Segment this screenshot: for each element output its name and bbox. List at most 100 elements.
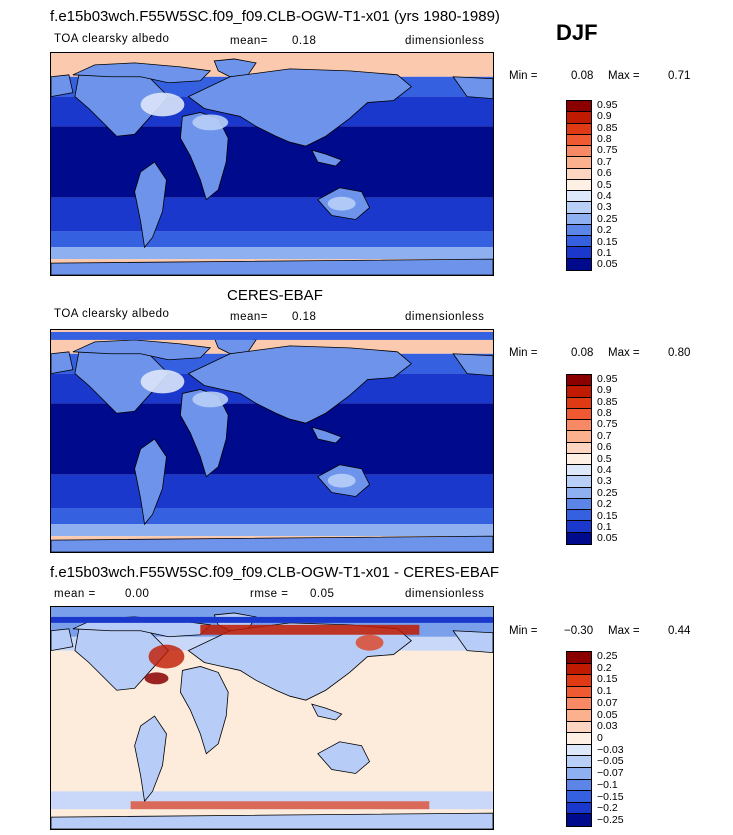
panel3-min-label: Min =: [509, 625, 538, 637]
colorbar-swatch: [567, 420, 591, 432]
panel1-title: f.e15b03wch.F55W5SC.f09_f09.CLB-OGW-T1-x…: [50, 8, 500, 25]
colorbar-level-label: 0.8: [597, 132, 612, 145]
colorbar-swatch: [567, 709, 591, 722]
colorbar-level-label: 0.85: [597, 395, 618, 408]
colorbar-level-label: 0.95: [597, 372, 618, 385]
colorbar-swatch: [567, 733, 591, 745]
colorbar-swatch: [567, 453, 591, 466]
colorbar-swatch: [567, 476, 591, 488]
panel2-min-value: 0.08: [571, 347, 594, 359]
colorbar-level-label: −0.03: [597, 743, 624, 756]
colorbar-swatch: [567, 791, 591, 803]
colorbar-swatch: [567, 157, 591, 169]
colorbar-level-label: −0.25: [597, 814, 624, 827]
colorbar-level-label: 0.25: [597, 649, 618, 662]
colorbar-level-label: 0: [597, 732, 603, 744]
colorbar-swatch: [567, 442, 591, 454]
colorbar-swatch: [567, 663, 591, 676]
colorbar-level-label: 0.05: [597, 532, 618, 545]
colorbar-level-label: 0.05: [597, 708, 618, 721]
colorbar-swatch: [567, 168, 591, 180]
colorbar-swatch: [567, 375, 591, 387]
panel1-map: [50, 52, 494, 276]
panel3-colorbar: [566, 651, 592, 827]
colorbar-level-label: 0.3: [597, 201, 612, 214]
colorbar-swatch: [567, 698, 591, 710]
panel1-min-value: 0.08: [571, 70, 594, 82]
panel3-map-image: [51, 607, 493, 829]
panel2-title: CERES-EBAF: [227, 287, 323, 304]
colorbar-level-label: 0.15: [597, 673, 618, 686]
panel3-stat-value: 0.00: [125, 588, 150, 600]
panel1-stat-value: 0.18: [292, 35, 317, 47]
colorbar-level-label: 0.4: [597, 463, 612, 476]
panel3-map: [50, 606, 494, 830]
colorbar-level-label: 0.2: [597, 661, 612, 674]
colorbar-level-label: 0.1: [597, 246, 612, 259]
colorbar-swatch: [567, 521, 591, 533]
colorbar-level-label: 0.15: [597, 235, 618, 248]
colorbar-level-label: 0.95: [597, 98, 618, 111]
panel1-max-label: Max =: [608, 70, 640, 82]
panel3-units: dimensionless: [405, 588, 485, 600]
colorbar-level-label: 0.75: [597, 144, 618, 157]
colorbar-level-label: 0.25: [597, 212, 618, 225]
panel2-max-label: Max =: [608, 347, 640, 359]
colorbar-swatch: [567, 202, 591, 214]
colorbar-level-label: 0.1: [597, 520, 612, 533]
panel1-min-label: Min =: [509, 70, 538, 82]
colorbar-swatch: [567, 675, 591, 687]
colorbar-swatch: [567, 101, 591, 113]
colorbar-swatch: [567, 779, 591, 792]
colorbar-swatch: [567, 236, 591, 248]
colorbar-swatch: [567, 652, 591, 664]
colorbar-swatch: [567, 386, 591, 398]
colorbar-swatch: [567, 258, 591, 270]
colorbar-level-label: 0.07: [597, 696, 618, 709]
colorbar-level-label: −0.05: [597, 755, 624, 768]
colorbar-level-label: −0.2: [597, 802, 618, 815]
panel2-min-label: Min =: [509, 347, 538, 359]
colorbar-level-label: 0.7: [597, 155, 612, 168]
colorbar-swatch: [567, 213, 591, 225]
colorbar-level-label: 0.9: [597, 110, 612, 123]
colorbar-level-label: 0.05: [597, 258, 618, 271]
colorbar-level-label: 0.7: [597, 429, 612, 442]
colorbar-swatch: [567, 767, 591, 780]
panel2-stat-value: 0.18: [292, 311, 317, 323]
panel2-max-value: 0.80: [668, 347, 691, 359]
colorbar-level-label: 0.03: [597, 720, 618, 733]
panel3-max-label: Max =: [608, 625, 640, 637]
colorbar-swatch: [567, 756, 591, 768]
panel1-map-image: [51, 53, 493, 275]
panel2-field: TOA clearsky albedo: [54, 308, 170, 320]
colorbar-swatch: [567, 408, 591, 421]
colorbar-swatch: [567, 814, 591, 826]
panel2-colorbar: [566, 374, 592, 545]
colorbar-level-label: 0.25: [597, 486, 618, 499]
colorbar-swatch: [567, 744, 591, 757]
colorbar-swatch: [567, 802, 591, 815]
colorbar-swatch: [567, 397, 591, 409]
panel3-stat2-value: 0.05: [310, 588, 335, 600]
colorbar-swatch: [567, 123, 591, 135]
colorbar-level-label: 0.2: [597, 498, 612, 511]
colorbar-level-label: 0.75: [597, 418, 618, 431]
panel1-field: TOA clearsky albedo: [54, 33, 170, 45]
panel1-max-value: 0.71: [668, 70, 691, 82]
colorbar-level-label: 0.9: [597, 384, 612, 397]
colorbar-swatch: [567, 179, 591, 192]
season-label: DJF: [556, 20, 598, 45]
colorbar-level-label: 0.15: [597, 509, 618, 522]
panel3-stat-label: mean =: [54, 588, 96, 600]
colorbar-swatch: [567, 134, 591, 147]
colorbar-level-label: −0.15: [597, 790, 624, 803]
panel3-min-value: −0.30: [564, 625, 594, 637]
panel2-stat-label: mean=: [230, 311, 268, 323]
colorbar-level-label: 0.3: [597, 475, 612, 488]
colorbar-level-label: 0.8: [597, 406, 612, 419]
colorbar-swatch: [567, 686, 591, 699]
colorbar-swatch: [567, 721, 591, 734]
colorbar-level-label: 0.6: [597, 441, 612, 454]
panel3-max-value: 0.44: [668, 625, 691, 637]
